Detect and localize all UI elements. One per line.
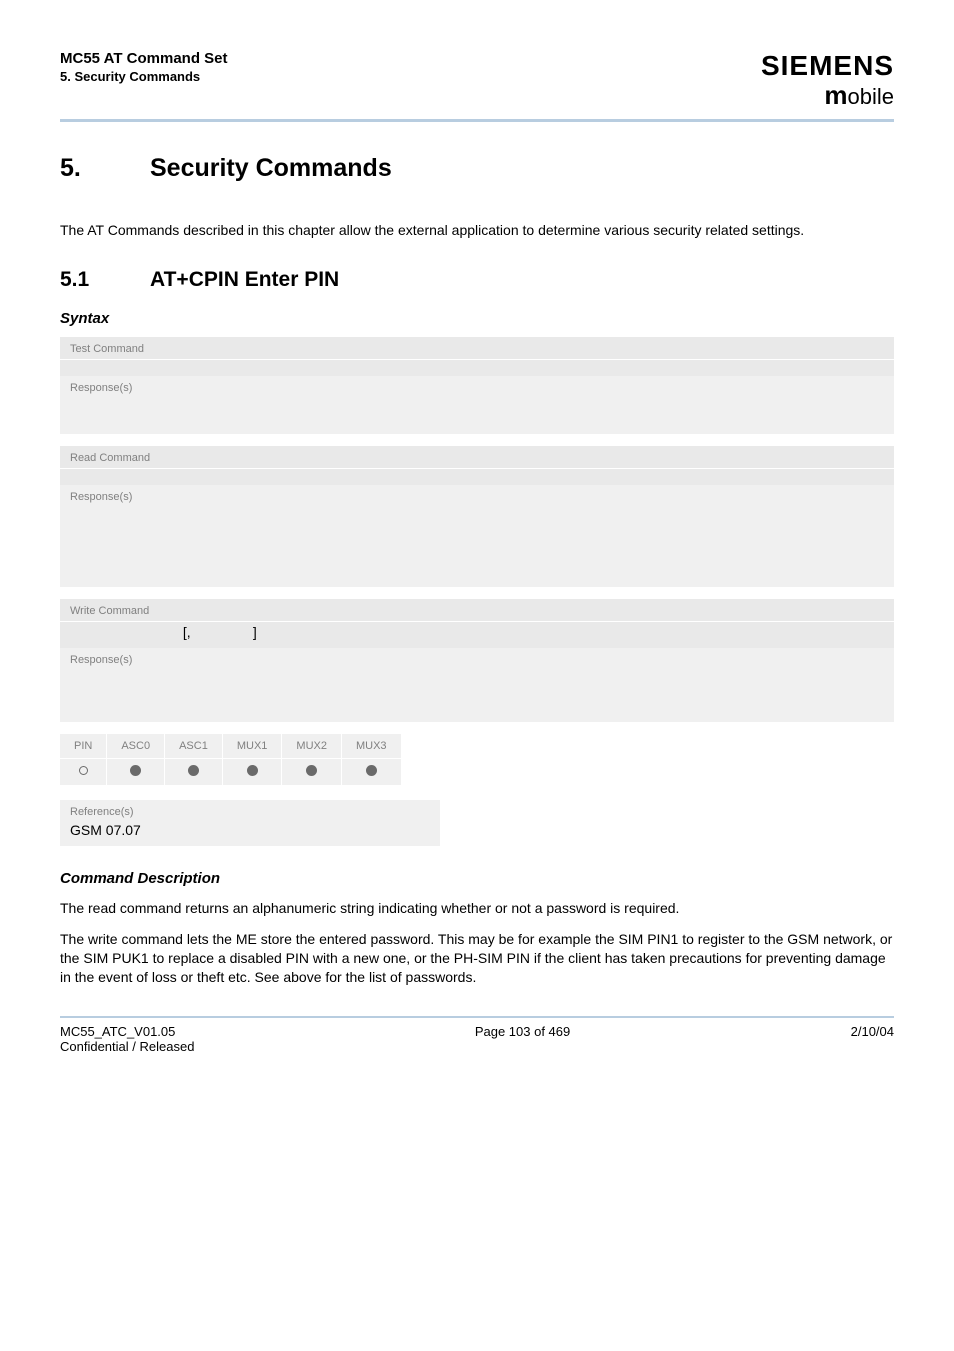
footer-doc-id: MC55_ATC_V01.05 xyxy=(60,1024,194,1039)
footer-confidentiality: Confidential / Released xyxy=(60,1039,194,1054)
test-response-label: Response(s) xyxy=(60,376,894,398)
brand-mobile-m: m xyxy=(824,80,847,110)
asc0-cell xyxy=(107,758,165,785)
mux2-col-header: MUX2 xyxy=(282,734,342,759)
read-command-label: Read Command xyxy=(60,446,894,469)
write-command-block: Write Command [, ] Response(s) xyxy=(60,599,894,722)
asc1-cell xyxy=(165,758,223,785)
brand-mobile-rest: obile xyxy=(848,84,894,109)
reference-block: Reference(s) GSM 07.07 xyxy=(60,800,440,846)
pin-col-header: PIN xyxy=(60,734,107,759)
read-response-label: Response(s) xyxy=(60,485,894,507)
page: MC55 AT Command Set 5. Security Commands… xyxy=(0,0,954,1084)
syntax-label: Syntax xyxy=(60,310,894,327)
mux1-col-header: MUX1 xyxy=(222,734,282,759)
test-command-value xyxy=(60,360,894,376)
brand-siemens: SIEMENS xyxy=(761,50,894,82)
footer-page-number: Page 103 of 469 xyxy=(475,1024,570,1054)
page-header: MC55 AT Command Set 5. Security Commands… xyxy=(60,50,894,122)
asc0-col-header: ASC0 xyxy=(107,734,165,759)
write-command-label: Write Command xyxy=(60,599,894,622)
test-command-block: Test Command Response(s) xyxy=(60,337,894,434)
doc-title: MC55 AT Command Set xyxy=(60,50,228,67)
circle-hollow-icon xyxy=(79,766,88,775)
section-heading: 5.1AT+CPIN Enter PIN xyxy=(60,268,894,292)
circle-filled-icon xyxy=(306,765,317,776)
pin-cell xyxy=(60,758,107,785)
read-response-value xyxy=(60,507,894,587)
doc-subtitle: 5. Security Commands xyxy=(60,69,228,84)
test-response-value xyxy=(60,398,894,434)
reference-value: GSM 07.07 xyxy=(60,820,440,846)
chapter-number: 5. xyxy=(60,154,150,183)
chapter-title: Security Commands xyxy=(150,154,392,182)
command-description-p2: The write command lets the ME store the … xyxy=(60,930,894,987)
section-number: 5.1 xyxy=(60,268,150,292)
circle-filled-icon xyxy=(247,765,258,776)
read-command-block: Read Command Response(s) xyxy=(60,446,894,587)
circle-filled-icon xyxy=(130,765,141,776)
mux1-cell xyxy=(222,758,282,785)
pin-support-table: PIN ASC0 ASC1 MUX1 MUX2 MUX3 xyxy=(60,734,402,786)
write-response-value xyxy=(60,670,894,722)
table-row xyxy=(60,758,401,785)
mux3-cell xyxy=(341,758,401,785)
page-footer: MC55_ATC_V01.05 Confidential / Released … xyxy=(60,1016,894,1054)
brand-mobile: mobile xyxy=(761,80,894,111)
footer-left: MC55_ATC_V01.05 Confidential / Released xyxy=(60,1024,194,1054)
table-row: PIN ASC0 ASC1 MUX1 MUX2 MUX3 xyxy=(60,734,401,759)
command-description-p1: The read command returns an alphanumeric… xyxy=(60,899,894,918)
header-right: SIEMENS mobile xyxy=(761,50,894,111)
write-bracket-open: [, xyxy=(183,624,195,640)
mux2-cell xyxy=(282,758,342,785)
write-command-value: [, ] xyxy=(60,622,894,648)
chapter-heading: 5.Security Commands xyxy=(60,154,894,183)
read-command-value xyxy=(60,469,894,485)
mux3-col-header: MUX3 xyxy=(341,734,401,759)
footer-date: 2/10/04 xyxy=(851,1024,894,1054)
circle-filled-icon xyxy=(188,765,199,776)
test-command-label: Test Command xyxy=(60,337,894,360)
command-description-label: Command Description xyxy=(60,870,894,887)
section-title: AT+CPIN Enter PIN xyxy=(150,268,339,291)
circle-filled-icon xyxy=(366,765,377,776)
write-bracket-close: ] xyxy=(253,624,257,640)
intro-paragraph: The AT Commands described in this chapte… xyxy=(60,221,894,240)
reference-label: Reference(s) xyxy=(60,800,440,820)
asc1-col-header: ASC1 xyxy=(165,734,223,759)
header-left: MC55 AT Command Set 5. Security Commands xyxy=(60,50,228,84)
write-response-label: Response(s) xyxy=(60,648,894,670)
